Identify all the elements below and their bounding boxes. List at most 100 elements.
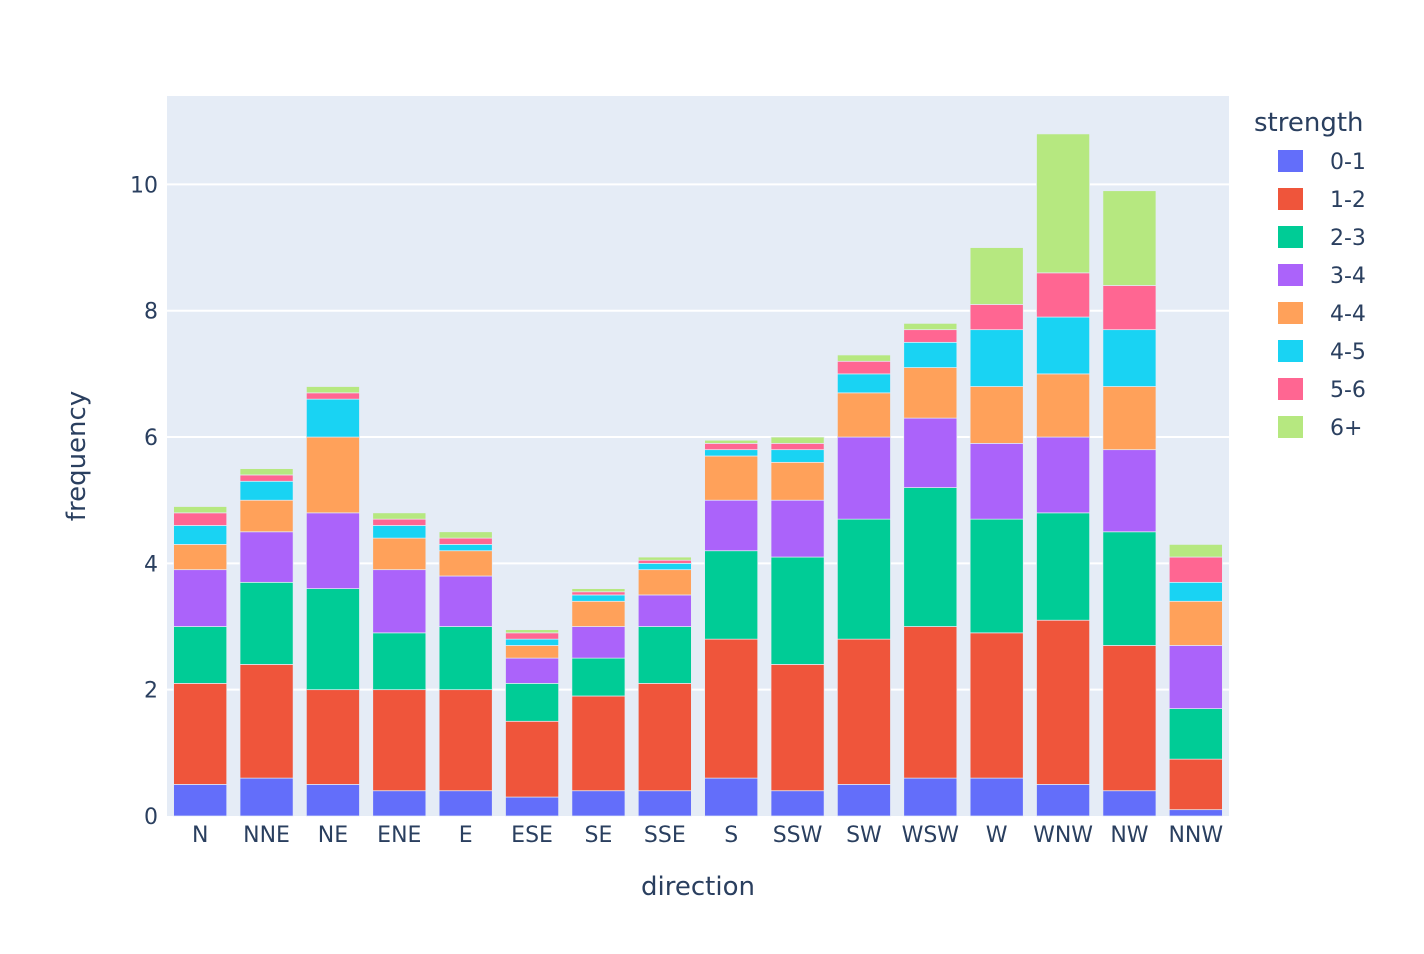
- x-tick-label: NW: [1110, 823, 1148, 848]
- bar-N-3-4: [173, 569, 228, 627]
- x-tick-label: S: [724, 823, 738, 848]
- bar-SSW-2-3: [770, 556, 825, 665]
- x-tick-label: WNW: [1033, 823, 1093, 848]
- bar-SSE-4-4: [637, 569, 692, 596]
- bar-E-5-6: [438, 537, 493, 545]
- bar-W-4-4: [969, 386, 1024, 444]
- bar-WSW-4-4: [903, 367, 958, 419]
- bar-NE-0-1: [306, 784, 360, 817]
- bar-WNW-6+: [1036, 133, 1090, 274]
- bar-NNE-1-2: [239, 664, 294, 779]
- bar-ESE-6+: [505, 629, 559, 634]
- bar-W-3-4: [969, 443, 1024, 520]
- y-tick-label: 6: [144, 426, 158, 451]
- x-axis-ticks: N NNE NE ENE E ESE SE SSE S SSW SW WSW W WNW NW NNW: [192, 823, 1223, 848]
- bar-SSE-6+: [637, 556, 692, 561]
- legend-title: strength: [1254, 108, 1364, 138]
- bar-NE-4-5: [306, 398, 360, 438]
- bar-ENE-1-2: [372, 689, 427, 792]
- bar-NW-3-4: [1102, 449, 1157, 533]
- bar-SW-5-6: [837, 360, 891, 375]
- bar-ENE-4-4: [372, 537, 427, 571]
- bar-SSE-3-4: [637, 594, 692, 627]
- bar-N-4-4: [173, 544, 228, 571]
- y-axis-ticks: 0 2 4 6 8 10: [130, 173, 158, 830]
- bar-W-5-6: [969, 304, 1024, 331]
- bar-WNW-5-6: [1036, 272, 1090, 318]
- bar-WNW-4-5: [1036, 316, 1090, 375]
- bar-SSW-3-4: [770, 499, 825, 558]
- bar-SSE-5-6: [637, 559, 692, 564]
- bar-SE-4-4: [571, 600, 626, 627]
- x-tick-label: NE: [318, 823, 348, 848]
- bar-ENE-5-6: [372, 518, 427, 526]
- legend-swatch: [1278, 302, 1303, 324]
- bar-NW-5-6: [1102, 285, 1157, 331]
- bar-S-6+: [704, 439, 759, 444]
- bar-E-4-4: [438, 550, 493, 577]
- bar-S-4-5: [704, 449, 759, 457]
- bar-NNW-4-4: [1168, 600, 1223, 646]
- bar-SSW-1-2: [770, 664, 825, 792]
- bar-N-1-2: [173, 683, 228, 785]
- bar-E-1-2: [438, 689, 493, 792]
- bar-W-1-2: [969, 632, 1024, 779]
- bar-SW-6+: [837, 354, 891, 362]
- bar-NNW-3-4: [1168, 645, 1223, 709]
- legend-label: 3-4: [1330, 264, 1366, 289]
- bar-SE-5-6: [571, 591, 626, 596]
- bar-E-4-5: [438, 544, 493, 552]
- bar-NNE-5-6: [239, 474, 294, 482]
- bar-S-1-2: [704, 638, 759, 779]
- bar-NE-5-6: [306, 392, 360, 400]
- bar-ENE-2-3: [372, 632, 427, 691]
- legend-swatch: [1278, 378, 1303, 400]
- bars: [173, 133, 1223, 817]
- bar-NE-1-2: [306, 689, 360, 785]
- legend-swatch: [1278, 188, 1303, 210]
- bar-N-6+: [173, 506, 228, 514]
- bar-SW-4-5: [837, 373, 891, 394]
- bar-E-2-3: [438, 626, 493, 691]
- bar-NNE-0-1: [239, 777, 294, 817]
- bar-S-5-6: [704, 443, 759, 451]
- bar-NNW-2-3: [1168, 708, 1223, 760]
- bar-NE-3-4: [306, 512, 360, 589]
- legend-label: 4-5: [1330, 340, 1366, 365]
- bar-E-0-1: [438, 790, 493, 817]
- x-tick-label: SE: [585, 823, 613, 848]
- bar-SE-6+: [571, 588, 626, 593]
- bar-WSW-3-4: [903, 417, 958, 488]
- x-tick-label: ENE: [377, 823, 421, 848]
- legend-swatch: [1278, 264, 1303, 286]
- bar-W-6+: [969, 247, 1024, 305]
- bar-NNW-5-6: [1168, 556, 1223, 583]
- bar-WNW-1-2: [1036, 619, 1090, 785]
- bar-S-0-1: [704, 777, 759, 817]
- bar-SSW-6+: [770, 436, 825, 444]
- bar-SSW-4-5: [770, 449, 825, 463]
- x-tick-label: ESE: [511, 823, 553, 848]
- bar-WSW-2-3: [903, 487, 958, 627]
- bar-SE-2-3: [571, 657, 626, 697]
- y-tick-label: 10: [130, 173, 158, 198]
- bar-E-6+: [438, 531, 493, 539]
- bar-ESE-2-3: [505, 683, 559, 722]
- bar-NE-2-3: [306, 588, 360, 691]
- bar-NE-4-4: [306, 436, 360, 514]
- x-tick-label: SSW: [773, 823, 823, 848]
- bar-WSW-1-2: [903, 626, 958, 779]
- bar-NNW-1-2: [1168, 758, 1223, 811]
- bar-NE-6+: [306, 386, 360, 394]
- bar-NNW-0-1: [1168, 809, 1223, 817]
- bar-WSW-4-5: [903, 341, 958, 368]
- x-axis-title: direction: [641, 872, 755, 902]
- bar-WSW-5-6: [903, 329, 958, 343]
- bar-SSE-4-5: [637, 563, 692, 571]
- legend-label: 1-2: [1330, 188, 1366, 213]
- bar-NNW-4-5: [1168, 581, 1223, 602]
- bar-NNE-6+: [239, 468, 294, 476]
- y-axis-title: frequency: [62, 391, 92, 521]
- bar-W-2-3: [969, 518, 1024, 634]
- bar-WSW-6+: [903, 323, 958, 331]
